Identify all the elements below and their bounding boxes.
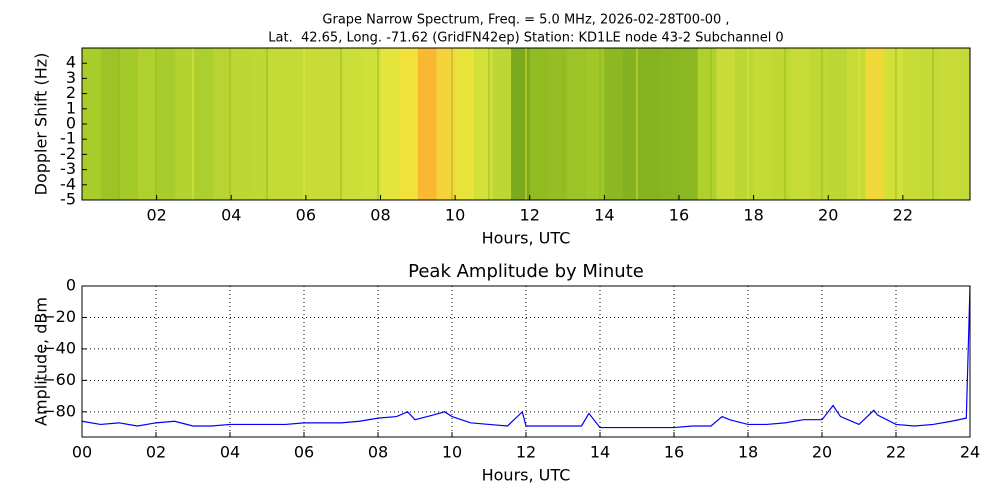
spectrogram-band: [287, 48, 307, 200]
spectrogram-band: [846, 48, 867, 200]
y-tick-label: 0: [66, 276, 76, 295]
x-axis-label: Hours, UTC: [482, 466, 571, 485]
spectrogram-band: [958, 48, 971, 200]
x-tick-label: 24: [960, 443, 980, 462]
x-tick-label: 12: [516, 443, 536, 462]
spectrogram-band: [193, 48, 214, 200]
spectrogram-band: [492, 48, 512, 200]
y-tick-label: -1: [60, 129, 76, 148]
spectrogram-band: [809, 48, 829, 200]
x-tick-label: 16: [669, 206, 689, 225]
spectrogram-band: [902, 48, 922, 200]
spectrogram-band: [305, 48, 326, 200]
x-tick-label: 18: [738, 443, 758, 462]
spectrogram-band: [641, 48, 661, 200]
spectrogram-band: [399, 48, 419, 200]
spectrogram-band: [156, 48, 176, 200]
x-tick-label: 10: [442, 443, 462, 462]
y-tick-label: -5: [60, 190, 76, 209]
spectrogram-band: [473, 48, 493, 200]
spectrogram-band: [529, 48, 549, 200]
y-tick-label: -4: [60, 174, 76, 193]
spectrogram-band: [753, 48, 773, 200]
spectrogram-band: [604, 48, 624, 200]
spectrogram-band: [380, 48, 400, 200]
spectrogram-band: [660, 48, 680, 200]
x-tick-label: 12: [520, 206, 540, 225]
spectrogram-band: [212, 48, 232, 200]
spectrogram-band: [249, 48, 270, 200]
spectrogram-band: [865, 48, 885, 200]
x-tick-label: 08: [368, 443, 388, 462]
x-tick-label: 00: [72, 443, 92, 462]
y-tick-label: 4: [66, 53, 76, 72]
y-tick-label: −60: [42, 370, 76, 389]
line-series: [81, 285, 971, 429]
x-tick-label: 22: [886, 443, 906, 462]
y-axis-label: Doppler Shift (Hz): [32, 53, 51, 196]
spectrogram-band: [884, 48, 904, 200]
spectrogram-band: [324, 48, 344, 200]
spectrogram-band: [585, 48, 605, 200]
spectrogram-band: [455, 48, 475, 200]
spectrogram-band: [82, 48, 102, 200]
spectrogram-band: [790, 48, 811, 200]
x-tick-label: 06: [296, 206, 316, 225]
spectrogram-band: [697, 48, 717, 200]
y-tick-label: -2: [60, 144, 76, 163]
spectrogram-band: [828, 48, 848, 200]
spectrogram-band: [548, 48, 568, 200]
plot-frame: [81, 47, 971, 201]
x-tick-label: 14: [594, 206, 614, 225]
x-tick-label: 04: [220, 443, 240, 462]
spectrogram-band: [623, 48, 643, 200]
chart-title: Peak Amplitude by Minute: [408, 261, 644, 282]
spectrogram-band: [231, 48, 251, 200]
y-tick-label: 3: [66, 68, 76, 87]
x-tick-label: 14: [590, 443, 610, 462]
chart-title: Grape Narrow Spectrum, Freq. = 5.0 MHz, …: [322, 13, 729, 28]
spectrogram-band: [678, 48, 699, 200]
y-axis-label: Amplitude, dBm: [32, 297, 51, 426]
spectrogram-band: [417, 48, 437, 200]
spectrogram-band: [940, 48, 960, 200]
x-tick-label: 04: [221, 206, 241, 225]
spectrogram-band: [119, 48, 139, 200]
spectrogram-band: [436, 48, 456, 200]
x-tick-label: 02: [146, 206, 166, 225]
x-tick-label: 18: [743, 206, 763, 225]
spectrogram-band: [921, 48, 941, 200]
x-tick-label: 06: [294, 443, 314, 462]
y-tick-label: −40: [42, 338, 76, 357]
spectrogram-band: [137, 48, 158, 200]
y-tick-label: −20: [42, 307, 76, 326]
y-tick-label: 2: [66, 83, 76, 102]
x-tick-label: 02: [146, 443, 166, 462]
x-tick-label: 08: [370, 206, 390, 225]
spectrogram-band: [716, 48, 736, 200]
x-tick-label: 16: [664, 443, 684, 462]
y-tick-label: 1: [66, 98, 76, 117]
x-axis-label: Hours, UTC: [482, 229, 571, 248]
y-tick-label: 0: [66, 114, 76, 133]
spectrogram-band: [361, 48, 381, 200]
spectrogram-band: [268, 48, 288, 200]
plot-frame: [81, 285, 971, 438]
spectrogram-band: [100, 48, 120, 200]
x-tick-label: 20: [818, 206, 838, 225]
x-tick-label: 20: [812, 443, 832, 462]
x-tick-label: 10: [445, 206, 465, 225]
spectrogram-band: [772, 48, 792, 200]
chart-subtitle: Lat. 42.65, Long. -71.62 (GridFN42ep) St…: [268, 31, 783, 46]
spectrogram-band: [511, 48, 531, 200]
spectrogram-band: [567, 48, 587, 200]
spectrogram-band: [343, 48, 363, 200]
spectrogram-band: [175, 48, 195, 200]
y-tick-label: −80: [42, 401, 76, 420]
x-tick-label: 22: [893, 206, 913, 225]
spectrogram-band: [734, 48, 755, 200]
y-tick-label: -3: [60, 159, 76, 178]
